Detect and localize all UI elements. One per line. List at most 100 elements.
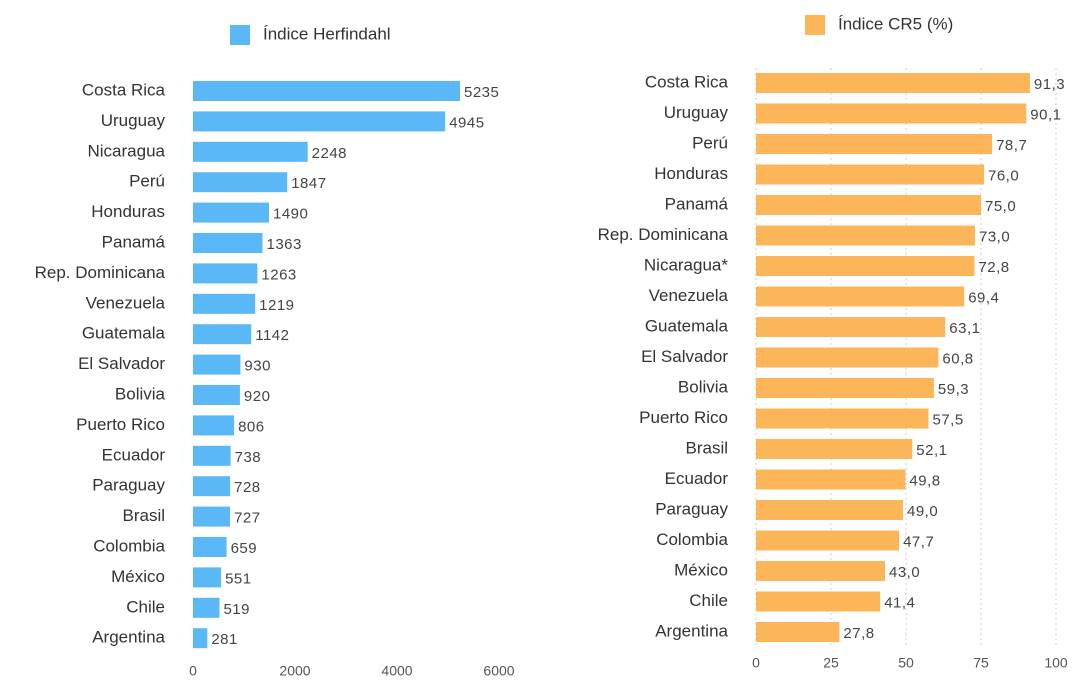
legend-swatch — [805, 15, 825, 35]
value-label: 49,8 — [909, 472, 940, 489]
value-label: 52,1 — [916, 442, 947, 459]
bar — [756, 73, 1030, 93]
x-tick-label: 2000 — [279, 663, 310, 679]
bar — [193, 111, 446, 132]
x-tick-label: 25 — [823, 655, 839, 671]
value-label: 659 — [231, 540, 258, 557]
value-label: 2248 — [312, 145, 347, 162]
value-label: 57,5 — [933, 411, 964, 428]
value-label: 1219 — [259, 297, 294, 314]
bar — [193, 628, 208, 649]
category-label: Colombia — [93, 536, 165, 555]
value-label: 519 — [223, 601, 250, 618]
x-tick-label: 50 — [898, 655, 914, 671]
category-label: Paraguay — [92, 476, 165, 495]
value-label: 728 — [234, 479, 261, 496]
category-label: Guatemala — [82, 324, 166, 343]
x-tick-label: 6000 — [483, 663, 514, 679]
bar — [193, 385, 240, 405]
bar — [193, 263, 258, 284]
category-label: Bolivia — [678, 377, 729, 396]
value-label: 1263 — [261, 266, 296, 283]
category-label: Honduras — [91, 202, 165, 221]
bar — [193, 415, 235, 436]
category-label: Chile — [689, 591, 728, 610]
category-label: Nicaragua — [88, 141, 166, 160]
value-label: 4945 — [449, 114, 484, 131]
bar — [756, 134, 993, 154]
category-label: Perú — [129, 172, 165, 191]
category-label: Guatemala — [645, 316, 729, 335]
value-label: 930 — [244, 358, 271, 375]
value-label: 43,0 — [889, 564, 920, 581]
value-label: 90,1 — [1030, 106, 1061, 123]
category-label: Brasil — [685, 438, 728, 457]
value-label: 41,4 — [884, 594, 915, 611]
bar — [193, 202, 269, 223]
value-label: 59,3 — [938, 381, 969, 398]
legend-swatch — [230, 25, 250, 45]
category-label: Honduras — [654, 164, 728, 183]
bar — [756, 561, 885, 581]
bar — [756, 286, 965, 307]
category-label: Bolivia — [115, 384, 166, 403]
x-tick-label: 0 — [189, 663, 197, 679]
value-label: 63,1 — [949, 320, 980, 337]
bar — [756, 622, 840, 642]
bar — [193, 476, 231, 497]
value-label: 281 — [211, 631, 238, 648]
category-label: México — [674, 560, 728, 579]
value-label: 78,7 — [996, 137, 1027, 154]
x-tick-label: 4000 — [381, 663, 412, 679]
value-label: 27,8 — [843, 625, 874, 642]
bar — [193, 293, 256, 314]
category-label: Rep. Dominicana — [598, 225, 729, 244]
value-label: 75,0 — [985, 198, 1016, 215]
bar — [756, 164, 984, 185]
category-label: Uruguay — [664, 103, 729, 122]
bar — [193, 354, 241, 375]
value-label: 76,0 — [988, 167, 1019, 184]
bar — [193, 141, 308, 162]
bar — [193, 567, 222, 588]
value-label: 5235 — [464, 84, 499, 101]
bar — [756, 378, 934, 398]
category-label: Panamá — [665, 194, 729, 213]
category-label: Chile — [126, 597, 165, 616]
bar — [756, 347, 939, 368]
bar — [756, 439, 913, 459]
value-label: 1142 — [255, 327, 289, 344]
bar — [193, 172, 288, 193]
category-label: Nicaragua* — [644, 255, 728, 274]
bar — [193, 81, 460, 101]
bar — [756, 195, 981, 215]
x-tick-label: 100 — [1044, 655, 1068, 671]
category-label: Ecuador — [665, 469, 729, 488]
bar — [193, 597, 220, 618]
x-tick-label: 75 — [973, 655, 989, 671]
bar — [193, 233, 263, 253]
category-label: Argentina — [655, 621, 728, 640]
bar — [193, 445, 231, 466]
category-label: Uruguay — [101, 111, 166, 130]
value-label: 1847 — [291, 175, 326, 192]
category-label: Costa Rica — [82, 80, 166, 99]
legend-label: Índice Herfindahl — [263, 24, 391, 43]
bar — [756, 225, 975, 246]
bar — [756, 469, 906, 490]
bar — [756, 103, 1027, 124]
category-label: Puerto Rico — [76, 415, 165, 434]
bar — [756, 317, 946, 337]
value-label: 73,0 — [979, 228, 1010, 245]
category-label: Puerto Rico — [639, 408, 728, 427]
legend-label: Índice CR5 (%) — [838, 14, 953, 33]
x-tick-label: 0 — [752, 655, 760, 671]
bar — [193, 537, 227, 557]
category-label: El Salvador — [78, 354, 165, 373]
category-label: Brasil — [122, 506, 165, 525]
bar — [756, 408, 929, 429]
bar — [756, 500, 903, 520]
category-label: México — [111, 567, 165, 586]
value-label: 806 — [238, 418, 265, 435]
